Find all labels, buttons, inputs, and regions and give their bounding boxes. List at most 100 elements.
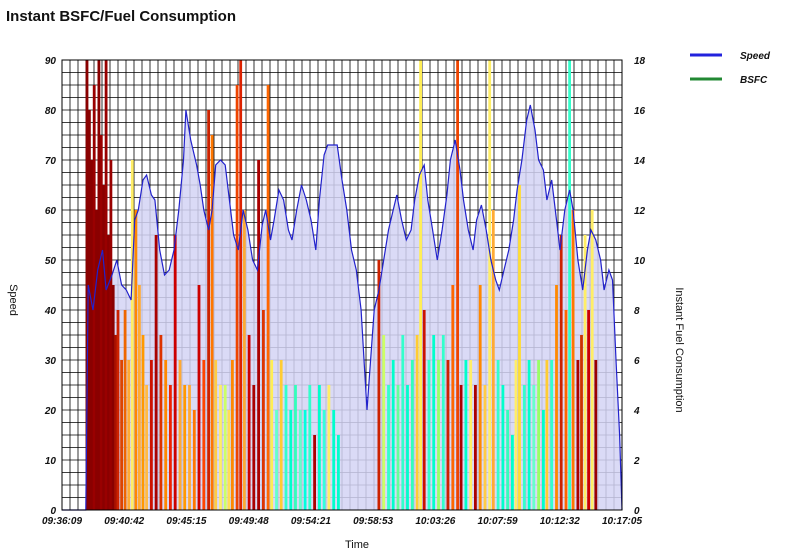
fuel-bar: [111, 285, 115, 510]
fuel-bar: [506, 410, 509, 510]
fuel-bar: [210, 135, 214, 510]
fuel-bar: [298, 410, 302, 510]
fuel-bar: [270, 360, 274, 510]
fuel-bar: [396, 385, 400, 510]
fuel-bar: [97, 60, 101, 510]
x-axis-label: Time: [345, 539, 369, 551]
fuel-bar: [427, 360, 431, 510]
fuel-bar: [266, 85, 270, 510]
fuel-bar: [294, 385, 297, 510]
fuel-bar: [580, 335, 583, 510]
fuel-bar: [173, 235, 177, 510]
y2-tick-label: 0: [634, 506, 640, 517]
fuel-bar: [231, 360, 234, 510]
x-axis-ticks: 09:36:09 09:40:42 09:45:15 09:49:48 09:54:21…: [42, 516, 642, 527]
fuel-bar: [114, 335, 117, 510]
fuel-bar: [242, 210, 246, 510]
fuel-bar: [542, 410, 545, 510]
fuel-bars: [85, 60, 598, 510]
fuel-bar: [223, 385, 227, 510]
fuel-bar: [576, 360, 580, 510]
x-tick-label: 09:40:42: [104, 516, 144, 527]
x-tick-label: 09:54:21: [291, 516, 331, 527]
y-tick-label: 30: [45, 356, 57, 367]
chart-title: Instant BSFC/Fuel Consumption: [6, 8, 236, 25]
fuel-bar: [464, 360, 468, 510]
fuel-bar: [514, 360, 518, 510]
fuel-bar: [496, 360, 500, 510]
fuel-bar: [583, 235, 587, 510]
fuel-bar: [120, 360, 123, 510]
fuel-bar: [138, 285, 141, 510]
fuel-bar: [537, 360, 540, 510]
fuel-bar: [459, 385, 463, 510]
fuel-bar: [85, 60, 89, 510]
fuel-bar: [303, 410, 307, 510]
fuel-bar: [564, 310, 568, 510]
fuel-bar: [178, 360, 182, 510]
fuel-bar: [377, 260, 381, 510]
x-tick-label: 10:17:05: [602, 516, 642, 527]
fuel-bar: [483, 385, 487, 510]
fuel-bar: [308, 385, 312, 510]
y2-tick-label: 18: [634, 56, 646, 67]
plot-border: [61, 59, 623, 511]
x-tick-label: 09:49:48: [229, 516, 269, 527]
fuel-bar: [322, 410, 326, 510]
fuel-bar: [257, 160, 260, 510]
legend-label: Speed: [740, 51, 771, 62]
y-tick-label: 0: [50, 506, 56, 517]
y2-axis-ticks: 0 2 4 6 8 10 12 14 16 18: [633, 56, 646, 517]
y-tick-label: 40: [44, 306, 57, 317]
fuel-bar: [169, 385, 172, 510]
fuel-bar: [134, 210, 138, 510]
fuel-bar: [456, 60, 459, 510]
fuel-bar: [559, 235, 563, 510]
y2-tick-label: 12: [634, 206, 646, 217]
speed-area-fill: [62, 105, 622, 510]
fuel-bar: [289, 410, 293, 510]
y-tick-label: 20: [44, 406, 57, 417]
fuel-bar: [415, 335, 419, 510]
fuel-bar: [571, 210, 575, 510]
x-tick-label: 09:36:09: [42, 516, 82, 527]
fuel-bar: [275, 410, 278, 510]
fuel-bar: [382, 335, 386, 510]
fuel-bar: [116, 310, 120, 510]
fuel-bar: [109, 160, 113, 510]
fuel-bar: [145, 385, 148, 510]
fuel-bar: [511, 435, 514, 510]
fuel-bar: [188, 385, 191, 510]
fuel-bar: [522, 385, 526, 510]
fuel-bar: [95, 210, 98, 510]
fuel-bar: [590, 210, 594, 510]
fuel-bar: [406, 385, 409, 510]
fuel-bar: [437, 360, 440, 510]
fuel-bar: [422, 310, 426, 510]
fuel-bar: [446, 360, 450, 510]
fuel-bar: [469, 360, 473, 510]
y2-axis-label: Instant Fuel Consumption: [673, 287, 685, 412]
x-tick-label: 10:07:59: [478, 516, 518, 527]
fuel-bar: [192, 410, 196, 510]
fuel-bar: [164, 360, 168, 510]
fuel-bar: [141, 335, 145, 510]
legend-label: BSFC: [740, 75, 768, 86]
fuel-bar: [441, 335, 445, 510]
fuel-bar: [474, 385, 477, 510]
fuel-bar: [90, 160, 94, 510]
fuel-bar: [252, 385, 256, 510]
fuel-bar: [123, 310, 127, 510]
fuel-bar: [451, 285, 455, 510]
y-tick-label: 10: [45, 456, 57, 467]
fuel-bar: [555, 285, 558, 510]
y2-tick-label: 16: [634, 106, 646, 117]
fuel-bar: [488, 60, 492, 510]
fuel-bar: [127, 360, 131, 510]
fuel-bar: [501, 385, 505, 510]
speed-line: [62, 104, 623, 511]
fuel-bar: [239, 60, 243, 510]
fuel-bar: [518, 185, 521, 510]
x-tick-label: 09:45:15: [166, 516, 206, 527]
